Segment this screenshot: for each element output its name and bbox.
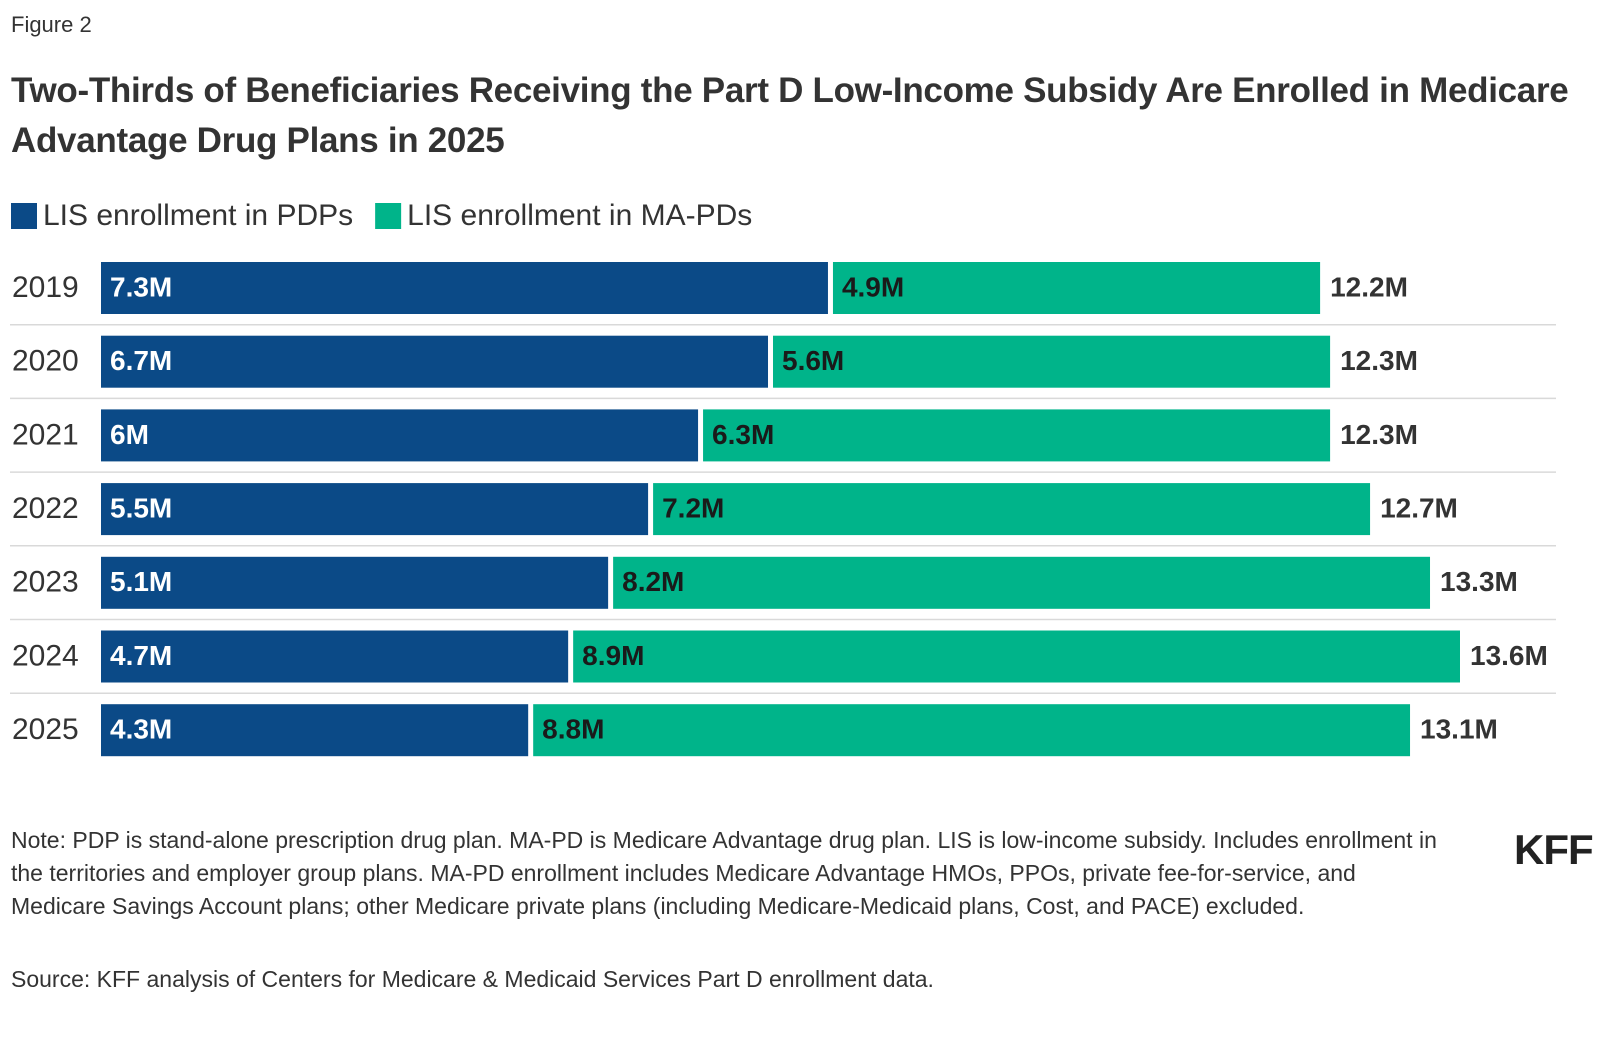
data-label: 8.2M bbox=[622, 566, 684, 597]
data-label: 5.5M bbox=[110, 492, 172, 523]
bar bbox=[573, 630, 1460, 683]
bar bbox=[773, 335, 1331, 388]
bar bbox=[832, 262, 1321, 314]
data-label: 7.3M bbox=[110, 271, 172, 302]
total-label: 12.2M bbox=[1330, 271, 1408, 302]
data-label: 5.1M bbox=[110, 566, 172, 597]
bar bbox=[101, 630, 569, 683]
bar bbox=[101, 704, 529, 757]
source: Source: KFF analysis of Centers for Medi… bbox=[11, 966, 934, 992]
bar bbox=[703, 409, 1331, 462]
logo: KFF bbox=[1514, 826, 1594, 873]
data-label: 4.3M bbox=[110, 714, 172, 745]
bar bbox=[613, 556, 1431, 609]
data-label: 6M bbox=[110, 419, 149, 450]
bar bbox=[101, 335, 769, 388]
legend-swatch bbox=[375, 203, 402, 229]
total-label: 12.3M bbox=[1340, 419, 1418, 450]
note: Note: PDP is stand-alone prescription dr… bbox=[11, 827, 1437, 919]
data-label: 6.7M bbox=[110, 345, 172, 376]
legend-label: LIS enrollment in MA-PDs bbox=[407, 199, 752, 232]
bar bbox=[533, 704, 1411, 757]
figure-label: Figure 2 bbox=[11, 12, 92, 37]
y-tick-label: 2025 bbox=[12, 713, 79, 746]
bar bbox=[101, 409, 699, 462]
bar bbox=[101, 556, 609, 609]
legend-label: LIS enrollment in PDPs bbox=[43, 199, 353, 232]
data-label: 7.2M bbox=[662, 492, 724, 523]
total-label: 13.6M bbox=[1470, 640, 1548, 671]
y-tick-label: 2020 bbox=[12, 345, 79, 378]
data-label: 4.9M bbox=[842, 271, 904, 302]
bar bbox=[653, 483, 1371, 536]
chart: LIS enrollment in PDPs LIS enrollment in … bbox=[10, 199, 1556, 757]
chart-title: Two-Thirds of Beneficiaries Receiving th… bbox=[11, 71, 1569, 160]
y-tick-label: 2019 bbox=[12, 271, 79, 304]
total-label: 12.3M bbox=[1340, 345, 1418, 376]
y-tick-label: 2024 bbox=[12, 639, 79, 672]
legend-swatch bbox=[11, 203, 37, 229]
data-label: 5.6M bbox=[782, 345, 844, 376]
data-label: 8.9M bbox=[582, 640, 644, 671]
y-tick-label: 2023 bbox=[12, 566, 79, 599]
bar bbox=[101, 483, 649, 536]
y-tick-label: 2022 bbox=[12, 492, 79, 525]
bar bbox=[101, 262, 828, 314]
total-label: 12.7M bbox=[1380, 492, 1458, 523]
data-label: 4.7M bbox=[110, 640, 172, 671]
data-label: 8.8M bbox=[542, 714, 604, 745]
total-label: 13.3M bbox=[1440, 566, 1518, 597]
total-label: 13.1M bbox=[1420, 714, 1498, 745]
y-tick-label: 2021 bbox=[12, 418, 79, 451]
data-label: 6.3M bbox=[712, 419, 774, 450]
